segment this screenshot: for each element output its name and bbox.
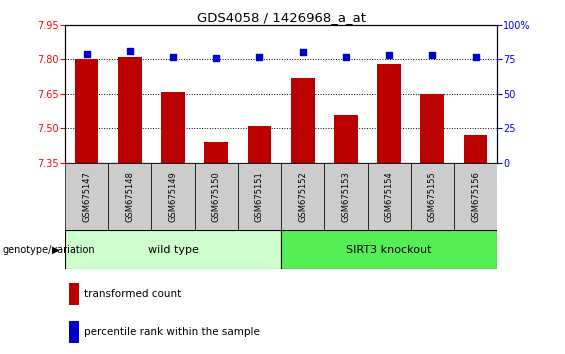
Bar [194, 163, 238, 230]
Bar [324, 163, 368, 230]
Point [341, 54, 350, 59]
Point [471, 54, 480, 59]
Text: GSM675149: GSM675149 [168, 171, 177, 222]
Bar [69, 284, 79, 305]
Bar [281, 163, 324, 230]
Bar [108, 163, 151, 230]
Point [125, 48, 134, 54]
Title: GDS4058 / 1426968_a_at: GDS4058 / 1426968_a_at [197, 11, 366, 24]
Point [385, 52, 394, 58]
Bar [454, 163, 497, 230]
Text: transformed count: transformed count [84, 289, 182, 299]
Bar [247, 126, 271, 163]
Point [428, 52, 437, 58]
Text: GSM675148: GSM675148 [125, 171, 134, 222]
Point [168, 54, 177, 59]
Text: SIRT3 knockout: SIRT3 knockout [346, 245, 432, 255]
Text: GSM675156: GSM675156 [471, 171, 480, 222]
Text: GSM675153: GSM675153 [341, 171, 350, 222]
Bar [75, 59, 98, 163]
Bar [118, 57, 142, 163]
Point [212, 55, 221, 61]
Bar [420, 94, 444, 163]
Bar [65, 163, 108, 230]
Bar [411, 163, 454, 230]
Bar [377, 64, 401, 163]
Bar [238, 163, 281, 230]
Text: GSM675147: GSM675147 [82, 171, 91, 222]
Bar [281, 230, 497, 269]
Bar [151, 163, 194, 230]
Text: GSM675155: GSM675155 [428, 171, 437, 222]
Bar [69, 321, 79, 343]
Point [255, 54, 264, 59]
Bar [65, 230, 281, 269]
Text: percentile rank within the sample: percentile rank within the sample [84, 327, 260, 337]
Text: ▶: ▶ [52, 245, 59, 255]
Bar [161, 92, 185, 163]
Bar [334, 115, 358, 163]
Text: GSM675154: GSM675154 [385, 171, 394, 222]
Point [82, 51, 91, 57]
Bar [291, 78, 315, 163]
Text: genotype/variation: genotype/variation [3, 245, 95, 255]
Text: wild type: wild type [147, 245, 198, 255]
Bar [464, 135, 488, 163]
Bar [205, 142, 228, 163]
Text: GSM675151: GSM675151 [255, 171, 264, 222]
Point [298, 50, 307, 55]
Text: GSM675150: GSM675150 [212, 171, 221, 222]
Text: GSM675152: GSM675152 [298, 171, 307, 222]
Bar [367, 163, 411, 230]
